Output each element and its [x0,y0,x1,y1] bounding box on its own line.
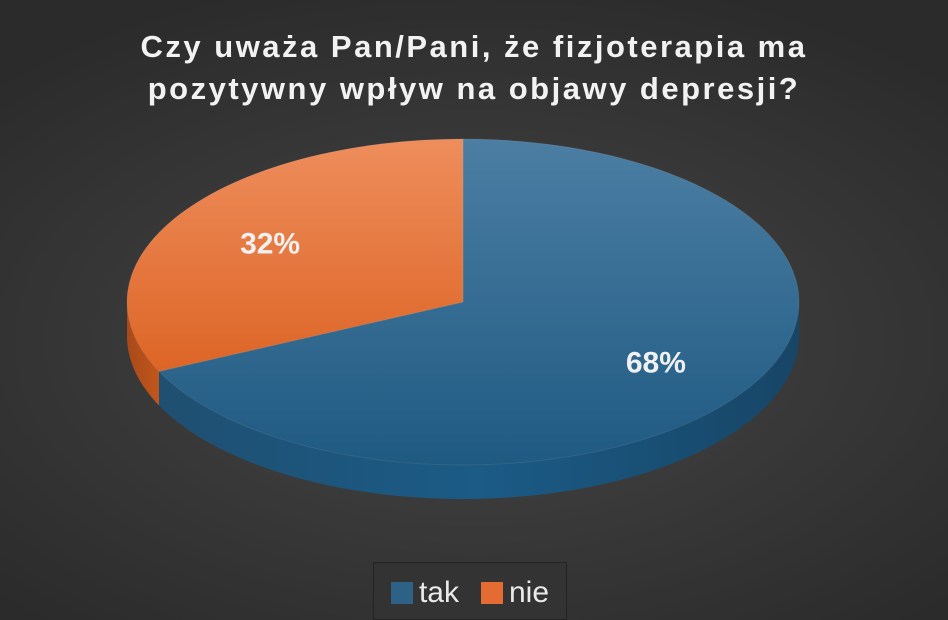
pie-side-nie [127,302,159,406]
pie-slice-nie [126,138,464,372]
data-label-tak: 68% [626,346,686,379]
pie-side-tak [158,302,800,499]
legend-label-nie: nie [508,576,550,609]
pie-labels: 68% 32% [240,228,686,380]
legend: tak nie [373,562,567,620]
legend-swatch-nie [480,582,503,604]
chart-title-line-2: pozytywny wpływ na objawy depresji? [147,71,801,106]
pie-slice-tak [157,138,800,466]
chart-title-line-1: Czy uważa Pan/Pani, że fizjoterapia ma [140,29,808,64]
data-label-nie: 32% [240,228,300,261]
pie-tops [126,138,800,466]
legend-label-tak: tak [418,576,459,609]
chart-title: Czy uważa Pan/Pani, że fizjoterapia ma p… [0,26,948,110]
legend-item-nie: nie [480,576,550,610]
legend-item-tak: tak [390,576,459,610]
legend-swatch-tak [390,582,413,604]
pie-sides [127,302,800,499]
